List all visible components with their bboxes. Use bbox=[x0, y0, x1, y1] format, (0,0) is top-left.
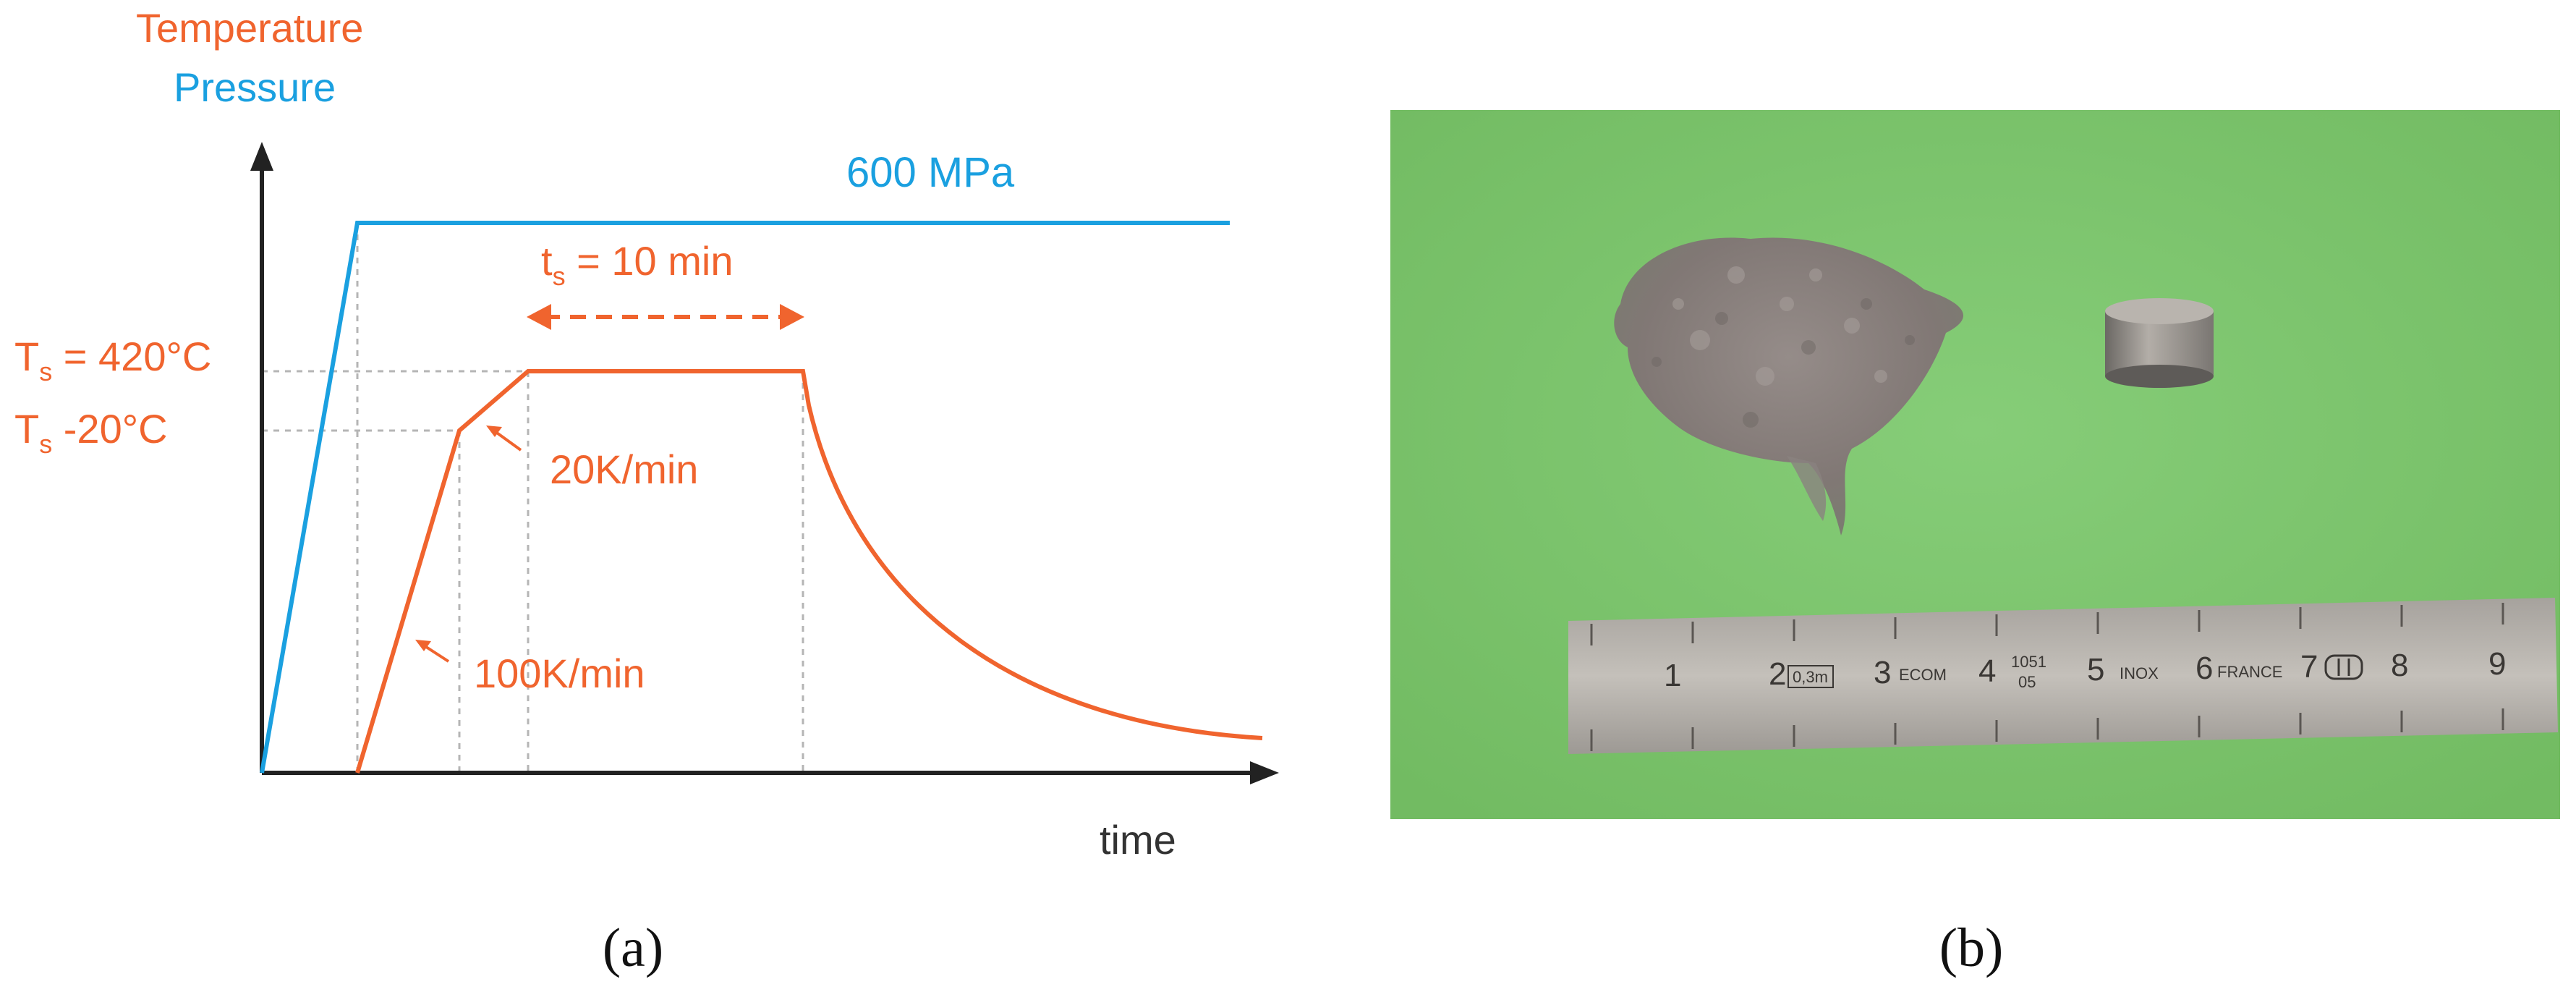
ruler-number-9: 9 bbox=[2488, 646, 2506, 682]
hold-arrow-right-head bbox=[780, 304, 804, 330]
rate-slow-pointer-head bbox=[486, 425, 502, 437]
hold-arrow-left-head bbox=[527, 304, 551, 330]
ruler-number-7: 7 bbox=[2300, 649, 2318, 685]
pressure-value-label: 600 MPa bbox=[846, 149, 1015, 196]
rate-slow-label: 20K/min bbox=[550, 446, 698, 492]
legend-temperature: Temperature bbox=[136, 5, 363, 51]
ruler-number-8: 8 bbox=[2391, 648, 2408, 683]
photo-background bbox=[1390, 110, 2560, 819]
y-axis-arrow bbox=[250, 142, 273, 171]
ruler-logo-icon bbox=[2324, 654, 2363, 680]
ruler-number-1: 1 bbox=[1664, 658, 1681, 693]
rate-fast-label: 100K/min bbox=[474, 651, 645, 696]
ruler-number-4: 4 bbox=[1978, 653, 1996, 689]
ruler-number-2: 2 bbox=[1769, 656, 1786, 692]
sintered-pellet bbox=[2105, 298, 2214, 388]
rate-slow-pointer bbox=[493, 430, 522, 452]
ts-minus-label: Ts -20°C bbox=[14, 406, 168, 459]
ruler-text-inox: INOX bbox=[2120, 664, 2159, 682]
x-axis-arrow bbox=[1250, 761, 1279, 784]
ruler-number-3: 3 bbox=[1874, 655, 1891, 690]
ruler-number-5: 5 bbox=[2087, 652, 2104, 687]
ruler-text-1051: 1051 bbox=[2011, 653, 2046, 671]
panel-a-diagram: Temperature Pressure 600 MPa ts = 10 min… bbox=[14, 5, 1279, 978]
ruler-text-05: 05 bbox=[2018, 673, 2036, 691]
caption-b: (b) bbox=[1939, 918, 2004, 978]
powder-pile bbox=[1614, 237, 1963, 535]
axes bbox=[260, 158, 1262, 775]
ruler-box bbox=[1788, 665, 1834, 688]
ruler-text-ecom: ECOM bbox=[1899, 666, 1947, 684]
steel-ruler: 1 2 3 4 5 6 7 8 9 0,3m ECOM 1051 05 INOX… bbox=[1568, 598, 2558, 754]
x-axis-label: time bbox=[1100, 817, 1176, 863]
temperature-curve bbox=[355, 369, 1263, 774]
caption-a: (a) bbox=[603, 918, 663, 978]
legend-pressure: Pressure bbox=[174, 64, 336, 110]
ruler-number-6: 6 bbox=[2195, 651, 2213, 686]
rate-fast-pointer bbox=[422, 644, 450, 663]
hold-time-label: ts = 10 min bbox=[541, 238, 733, 291]
rate-fast-pointer-head bbox=[415, 640, 431, 651]
ruler-text-france: FRANCE bbox=[2217, 663, 2282, 681]
pressure-curve bbox=[260, 221, 1230, 774]
ruler-box-text: 0,3m bbox=[1793, 668, 1828, 686]
ts-label: Ts = 420°C bbox=[14, 334, 211, 386]
